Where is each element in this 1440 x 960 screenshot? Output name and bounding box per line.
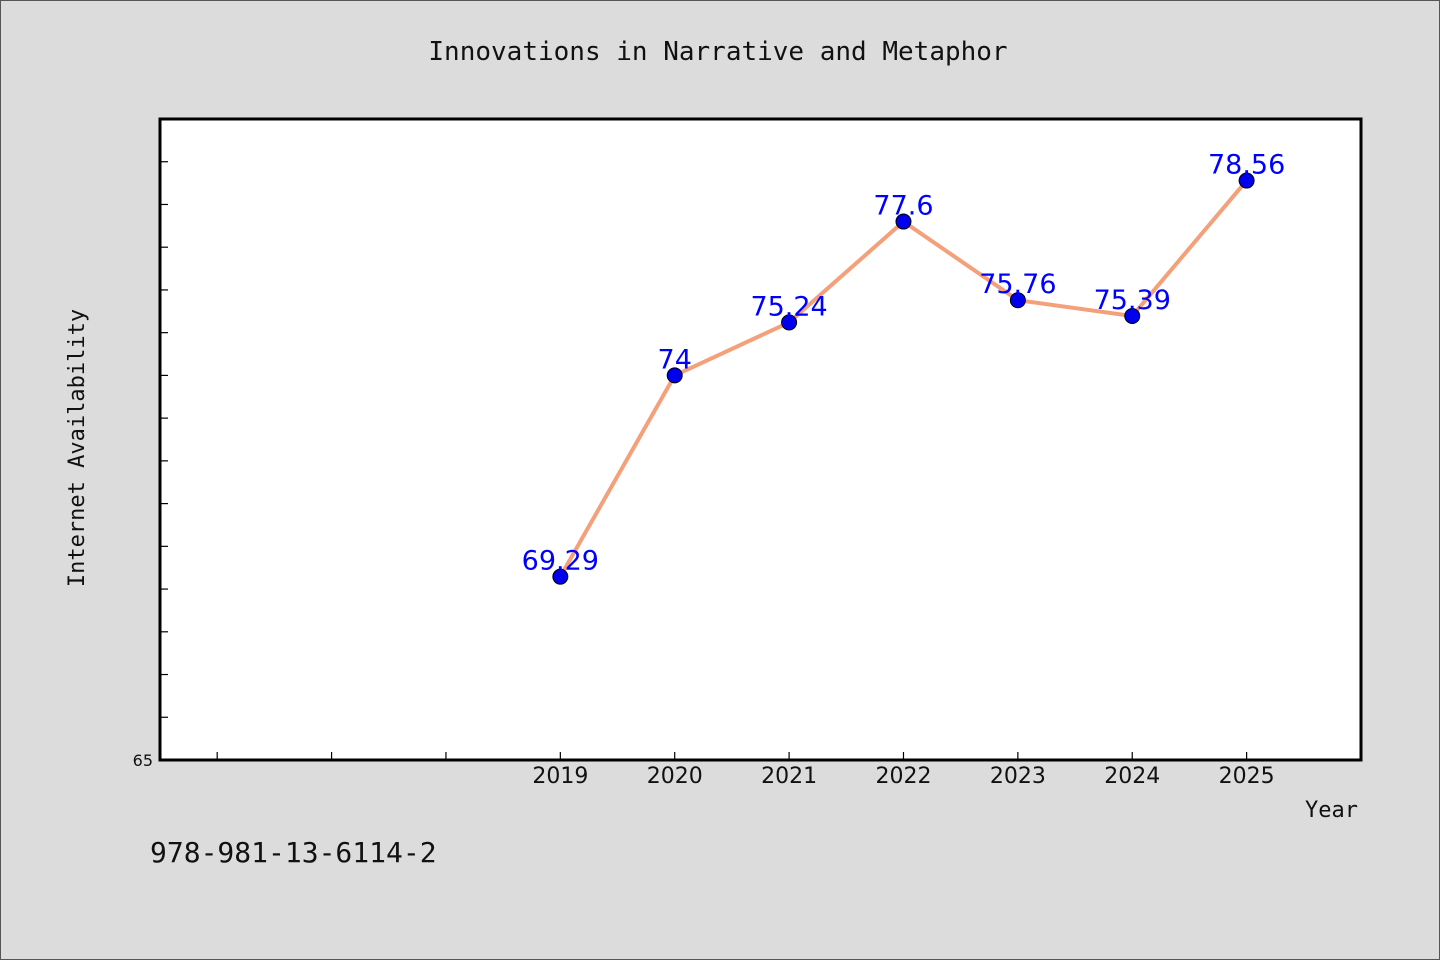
chart-title: Innovations in Narrative and Metaphor [428,37,1007,67]
data-point [552,568,569,585]
x-tick-label: 2022 [875,764,931,789]
x-tick-label: 2024 [1104,764,1160,789]
x-tick-label: 2025 [1219,764,1275,789]
data-point [1009,292,1026,309]
data-label: 77.6 [873,191,933,222]
x-tick-label: 2021 [761,764,817,789]
y-tick-label: 65 [133,751,153,770]
y-axis-ticks: 65 [133,161,168,770]
series-group: 69.29 74 75.24 77.6 75.76 75.39 78.56 [522,150,1285,585]
data-label: 75.76 [979,269,1056,300]
data-point [895,213,912,230]
data-point [781,314,798,331]
data-point [666,367,683,384]
x-axis-title: Year [1305,798,1358,823]
x-tick-label: 2020 [647,764,703,789]
x-tick-label: 2023 [990,764,1046,789]
y-axis-title: Internet Availability [65,309,90,587]
data-label: 69.29 [522,546,599,577]
data-label: 78.56 [1208,150,1285,181]
plot-area [158,117,1363,762]
x-axis-ticks: 2019 2020 2021 2022 2023 2024 2025 [216,752,1275,789]
isbn-footer: 978-981-13-6114-2 [150,836,437,869]
data-label: 75.24 [750,291,827,322]
data-point [1124,308,1141,325]
data-point [1238,172,1255,189]
x-tick-label: 2019 [532,764,588,789]
data-label: 74 [658,344,692,375]
data-label: 75.39 [1094,285,1171,316]
